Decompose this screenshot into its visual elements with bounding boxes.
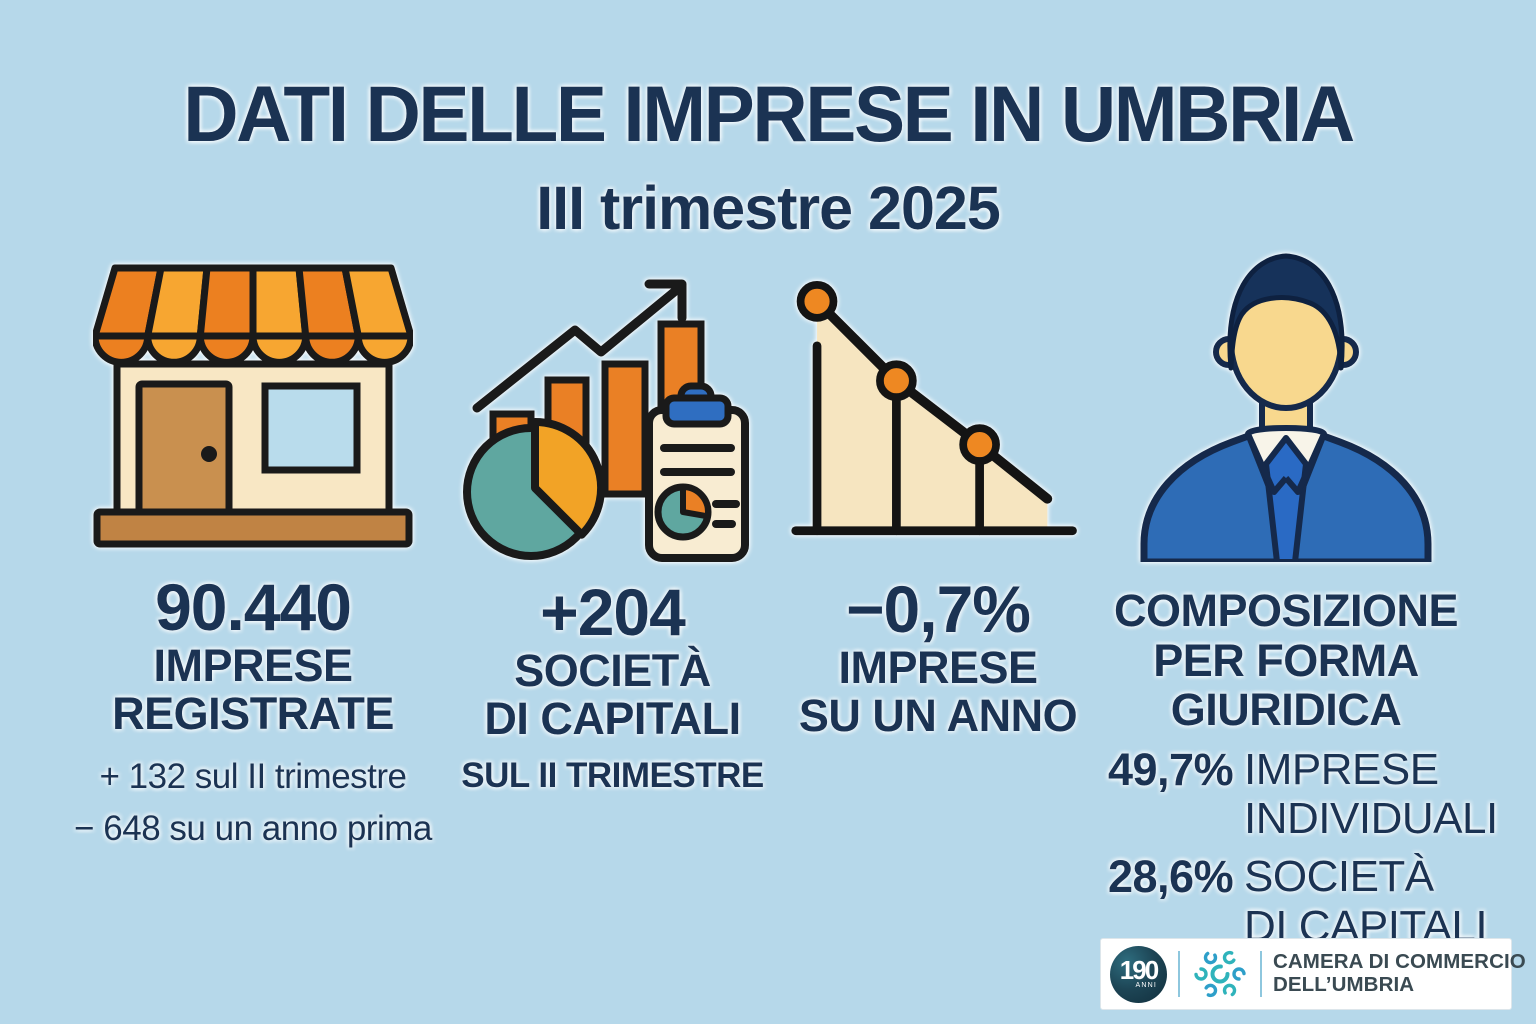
- businessman-icon: [1080, 240, 1492, 562]
- camera-commercio-mark-icon: [1191, 945, 1249, 1003]
- composition-label-line: IMPRESE: [1244, 744, 1439, 794]
- footer-logo-strip: 190 ANNI CAMERA DI COMMERCIO DELL’UMBRIA: [1100, 938, 1526, 1010]
- stat-label-line: IMPRESE: [838, 641, 1038, 693]
- declining-chart-icon: [788, 276, 1088, 559]
- stat-value: 90.440: [155, 570, 352, 644]
- logo-divider: [1178, 951, 1180, 997]
- composition-label: SOCIETÀ DI CAPITALI: [1244, 852, 1492, 951]
- stat-subnote: SUL II TRIMESTRE: [461, 755, 764, 795]
- stat-note: + 132 sul II trimestre: [99, 756, 407, 796]
- composition-rows: 49,7% IMPRESE INDIVIDUALI 28,6% SOCIETÀ …: [1080, 743, 1498, 952]
- composition-row: 28,6% SOCIETÀ DI CAPITALI: [1108, 852, 1492, 951]
- stat-label-line: SOCIETÀ: [514, 644, 711, 696]
- page-subtitle: III trimestre 2025: [536, 174, 1001, 242]
- stat-capital-companies: +204 SOCIETÀ DI CAPITALI SUL II TRIMESTR…: [440, 264, 785, 796]
- stat-label-line: IMPRESE: [153, 639, 353, 691]
- org-name: CAMERA DI COMMERCIO DELL’UMBRIA: [1273, 951, 1526, 996]
- stat-label-line: REGISTRATE: [112, 688, 394, 740]
- composition-by-legal-form: COMPOSIZIONE PER FORMA GIURIDICA 49,7% I…: [1080, 240, 1498, 952]
- logo-divider: [1260, 951, 1262, 997]
- stat-yearly-change: −0,7% IMPRESE SU UN ANNO: [788, 276, 1088, 741]
- anniversary-caption: ANNI: [1135, 982, 1157, 990]
- stat-label-line: DI CAPITALI: [484, 693, 741, 745]
- composition-title-line: COMPOSIZIONE: [1113, 585, 1459, 636]
- page-title: DATI DELLE IMPRESE IN UMBRIA: [183, 69, 1355, 158]
- stat-notes: + 132 sul II trimestre − 648 su un anno …: [38, 751, 468, 856]
- anniversary-number: 190: [1119, 954, 1159, 985]
- composition-label-line: INDIVIDUALI: [1244, 794, 1498, 844]
- org-name-line: DELL’UMBRIA: [1273, 973, 1415, 996]
- composition-row: 49,7% IMPRESE INDIVIDUALI: [1108, 743, 1498, 844]
- composition-label: IMPRESE INDIVIDUALI: [1244, 745, 1498, 844]
- stat-value: −0,7%: [846, 572, 1031, 646]
- composition-label-line: SOCIETÀ: [1244, 851, 1434, 901]
- storefront-icon: [38, 264, 468, 549]
- stat-label-line: SU UN ANNO: [798, 690, 1078, 742]
- anniversary-190-badge: 190 ANNI: [1110, 945, 1167, 1003]
- stat-value: +204: [540, 575, 686, 649]
- growth-chart-icon: [440, 264, 785, 574]
- composition-title-line: PER FORMA: [1153, 634, 1419, 686]
- composition-value: 28,6%: [1108, 850, 1234, 902]
- composition-title-line: GIURIDICA: [1170, 684, 1402, 735]
- stat-registered-businesses: 90.440 IMPRESE REGISTRATE + 132 sul II t…: [38, 264, 468, 856]
- composition-value: 49,7%: [1108, 743, 1234, 795]
- org-name-line: CAMERA DI COMMERCIO: [1273, 950, 1526, 974]
- stat-note: − 648 su un anno prima: [74, 809, 432, 849]
